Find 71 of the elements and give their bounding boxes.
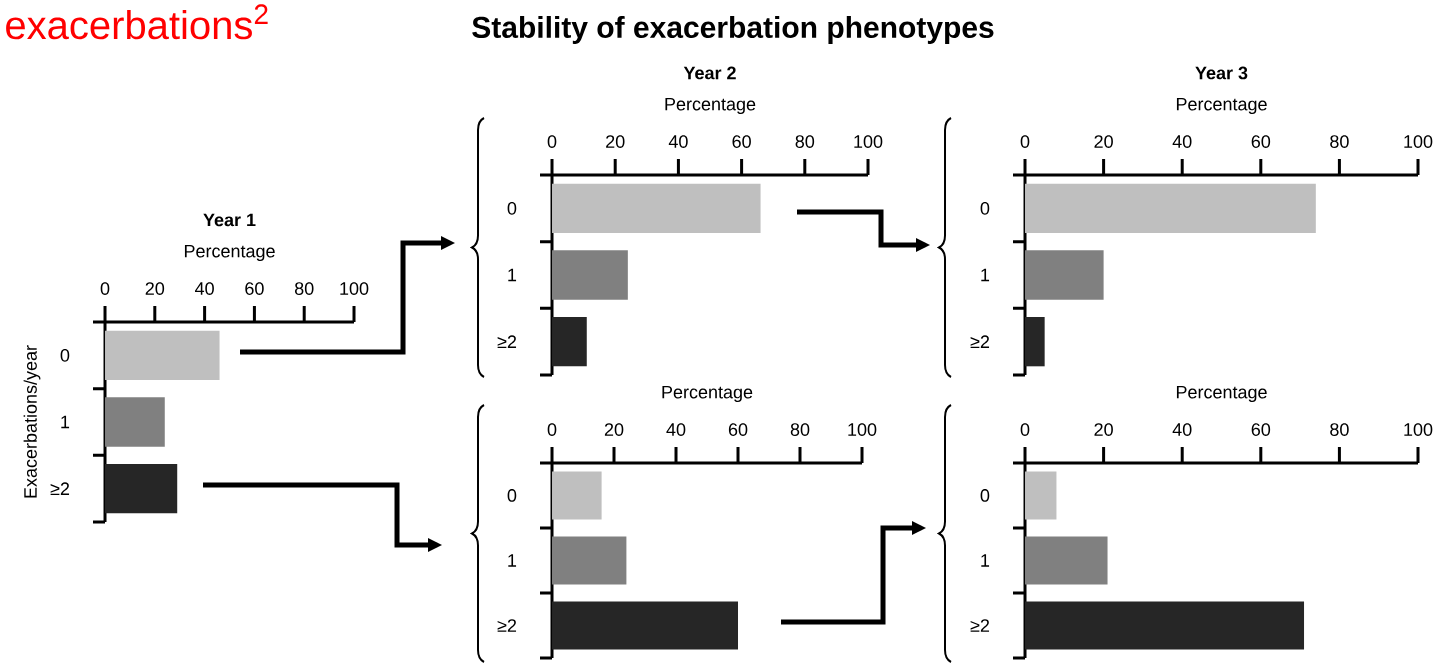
y-tick-label: 0 xyxy=(60,348,70,362)
y-tick-label: 0 xyxy=(980,489,990,502)
bar xyxy=(552,601,739,650)
bar xyxy=(1025,601,1305,650)
x-tick-label: 100 xyxy=(854,135,883,148)
y-tick-label: 0 xyxy=(507,201,517,215)
bar xyxy=(105,463,178,514)
x-tick-label: 0 xyxy=(1020,423,1030,436)
x-tick-label: 20 xyxy=(145,282,165,295)
x-tick-label: 20 xyxy=(604,423,624,436)
x-tick-label: 100 xyxy=(1404,423,1433,436)
x-axis-title: Percentage xyxy=(184,244,275,262)
x-tick-label: 100 xyxy=(1404,135,1433,148)
bar xyxy=(105,397,165,447)
x-tick-label: 80 xyxy=(790,423,810,436)
x-tick-label: 60 xyxy=(1251,423,1271,436)
x-tick-label: 0 xyxy=(547,423,557,436)
x-tick-label: 60 xyxy=(728,423,748,436)
x-tick-label: 40 xyxy=(1172,423,1192,436)
chart-title: Year 1 xyxy=(203,213,256,227)
y-tick-label: 0 xyxy=(980,201,990,215)
text: Stability of exacerbation phenotypes xyxy=(472,16,994,44)
bar xyxy=(1025,536,1108,585)
y-tick-label: ≥2 xyxy=(970,335,990,348)
y-tick-label: 0 xyxy=(507,489,517,502)
y-tick-label: 1 xyxy=(508,554,517,567)
bar xyxy=(1025,183,1316,233)
bar xyxy=(552,316,587,367)
x-tick-label: 80 xyxy=(1330,135,1349,148)
x-axis-title: Percentage xyxy=(1176,97,1267,115)
chart-title: Year 3 xyxy=(1195,66,1248,80)
x-tick-label: 40 xyxy=(195,282,214,295)
x-axis-title: Percentage xyxy=(665,97,756,115)
bar xyxy=(105,330,220,380)
x-axis-title: Percentage xyxy=(1176,385,1267,403)
y-axis-title: Exacerbations/year xyxy=(23,345,41,498)
x-tick-label: 100 xyxy=(848,423,877,436)
x-tick-label: 80 xyxy=(1330,423,1349,436)
x-tick-label: 40 xyxy=(668,135,688,148)
x-tick-label: 20 xyxy=(1094,135,1113,148)
y-tick-label: 1 xyxy=(981,268,990,282)
y-tick-label: 1 xyxy=(508,268,517,282)
x-tick-label: 100 xyxy=(340,282,369,295)
bar xyxy=(1025,471,1057,520)
x-tick-label: 0 xyxy=(100,282,110,295)
y-tick-label: 1 xyxy=(61,415,70,429)
bar xyxy=(552,536,627,585)
x-axis-title: Percentage xyxy=(662,385,753,403)
text: exacerbations$^{2}$ xyxy=(6,4,268,40)
x-tick-label: 40 xyxy=(666,423,686,436)
y-tick-label: ≥2 xyxy=(50,482,70,495)
y-tick-label: ≥2 xyxy=(497,619,517,632)
x-tick-label: 80 xyxy=(294,282,314,295)
x-tick-label: 60 xyxy=(732,135,751,148)
bar xyxy=(552,183,761,233)
x-tick-label: 60 xyxy=(245,282,264,295)
x-tick-label: 0 xyxy=(1020,135,1030,148)
x-tick-label: 20 xyxy=(1094,423,1113,436)
chart-title: Year 2 xyxy=(683,66,736,80)
bar xyxy=(552,471,602,520)
y-tick-label: ≥2 xyxy=(497,335,517,348)
x-tick-label: 40 xyxy=(1172,135,1192,148)
y-tick-label: ≥2 xyxy=(970,619,990,632)
x-tick-label: 20 xyxy=(606,135,625,148)
bar xyxy=(1025,250,1104,300)
bar xyxy=(552,250,628,300)
x-tick-label: 80 xyxy=(795,135,815,148)
bar xyxy=(1025,316,1045,367)
x-tick-label: 60 xyxy=(1251,135,1271,148)
y-tick-label: 1 xyxy=(981,554,990,567)
x-tick-label: 0 xyxy=(547,135,557,148)
